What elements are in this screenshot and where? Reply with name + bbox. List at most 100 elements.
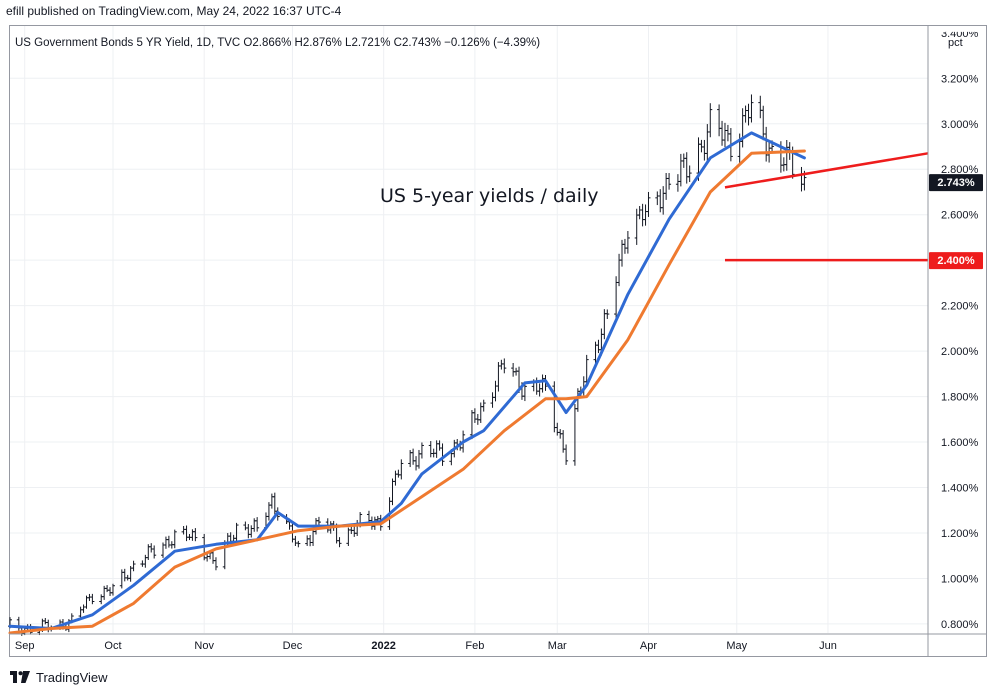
ohlc-bar — [428, 441, 433, 458]
ohlc-bar — [478, 402, 483, 423]
ohlc-bar — [784, 140, 789, 171]
ohlc-bar — [105, 585, 110, 593]
ohlc-bar — [617, 253, 622, 287]
y-axis-unit: pct — [948, 37, 963, 49]
y-tick-label: 1.400% — [941, 483, 979, 495]
ohlc-bar — [396, 469, 401, 478]
ohlc-bar — [296, 540, 301, 548]
x-tick-label: May — [726, 640, 747, 652]
drawings — [724, 152, 929, 262]
y-tick-label: 3.200% — [941, 73, 979, 85]
y-tick-label: 1.200% — [941, 528, 979, 540]
ohlc-bar — [440, 443, 445, 466]
chart-legend: US Government Bonds 5 YR Yield, 1D, TVC … — [15, 37, 540, 49]
ohlc-bar — [646, 191, 651, 217]
x-tick-label: Sep — [15, 640, 35, 652]
ohlc-bar — [90, 593, 95, 605]
ohlc-bar — [664, 173, 669, 200]
tradingview-logo-icon — [10, 671, 30, 683]
ohlc-bar — [678, 153, 683, 187]
ohlc-bar — [502, 358, 507, 374]
ohlc-bar — [746, 103, 751, 126]
ohlc-bar — [163, 536, 168, 549]
moving-averages — [8, 131, 806, 635]
ohlc-bar — [434, 440, 439, 458]
ohlc-bar — [193, 528, 198, 542]
ohlc-bar — [131, 560, 136, 572]
trendline — [724, 152, 929, 189]
ohlc-bar — [143, 554, 148, 568]
ohlc-bar — [414, 456, 419, 471]
chart-annotation: US 5-year yields / daily — [380, 185, 598, 207]
fast-moving-average-line — [8, 131, 806, 630]
ohlc-bar — [122, 568, 127, 582]
y-tick-label: 3.000% — [941, 119, 979, 131]
ohlc-bar — [269, 493, 274, 509]
ohlc-bar — [172, 529, 177, 549]
ohlc-bar — [166, 535, 171, 548]
grid — [10, 26, 928, 633]
ohlc-bar — [234, 522, 239, 543]
ohlc-bar — [705, 124, 710, 161]
ohlc-bar — [493, 380, 498, 402]
ohlc-bar — [761, 105, 766, 141]
x-tick-label: Mar — [548, 640, 567, 652]
ohlc-bar — [622, 238, 627, 254]
ohlc-bar — [552, 381, 557, 433]
footer-brand: TradingView — [36, 669, 108, 685]
ohlc-bar — [799, 166, 804, 192]
ohlc-bar — [717, 104, 722, 137]
ohlc-bar — [355, 519, 360, 536]
ohlc-bar — [308, 534, 313, 547]
ohlc-bar — [687, 165, 692, 183]
ohlc-bar — [722, 122, 727, 147]
x-tick-label: Nov — [194, 640, 214, 652]
ohlc-bar — [399, 459, 404, 480]
ohlc-bar — [758, 95, 763, 119]
ohlc-bar — [708, 103, 713, 138]
axes: 0.800% 1.000% 1.200% 1.400% 1.600% 1.800% 2.00… — [9, 25, 987, 656]
y-tick-label: 2.800% — [941, 164, 979, 176]
y-tick-label: 2.000% — [941, 346, 979, 358]
y-tick-label: 1.000% — [941, 573, 979, 585]
price-label-text: 2.743% — [937, 177, 975, 189]
ohlc-bar — [43, 617, 48, 625]
ohlc-bar — [514, 367, 519, 376]
ohlc-bar — [605, 309, 610, 319]
x-tick-label: Oct — [104, 640, 121, 652]
ohlc-bar — [390, 478, 395, 506]
ohlc-bar — [743, 105, 748, 123]
ohlc-bar — [255, 517, 260, 532]
ohlc-bar — [305, 535, 310, 546]
chart-frame — [9, 25, 987, 657]
ohlc-bar — [416, 449, 421, 469]
ohlc-bar — [725, 124, 730, 142]
ohlc-bar — [108, 587, 113, 597]
x-tick-label: 2022 — [371, 640, 395, 652]
ohlc-bar — [243, 521, 248, 531]
slow-moving-average-line — [8, 149, 806, 635]
ohlc-bar — [702, 139, 707, 161]
price-label-box — [929, 174, 983, 192]
ohlc-bar — [564, 444, 569, 465]
ohlc-bar — [684, 152, 689, 184]
ohlc-bar — [393, 470, 398, 486]
ohlc-bar — [472, 408, 477, 423]
ohlc-bar — [655, 191, 660, 206]
ohlc-bar — [675, 174, 680, 192]
price-label-box — [929, 252, 983, 270]
y-tick-label: 1.600% — [941, 437, 979, 449]
ohlc-bar — [637, 206, 642, 220]
ohlc-bar — [481, 399, 486, 412]
x-tick-label: Dec — [283, 640, 303, 652]
ohlc-bar — [316, 516, 321, 527]
ohlc-bar — [252, 518, 257, 532]
ohlc-bar — [411, 448, 416, 465]
ohlc-bar — [749, 94, 754, 123]
ohlc-bars — [8, 94, 807, 636]
price-label-text: 2.400% — [937, 255, 975, 267]
ohlc-bar — [213, 557, 218, 571]
ohlc-bar — [661, 186, 666, 215]
ohlc-bar — [490, 392, 495, 408]
